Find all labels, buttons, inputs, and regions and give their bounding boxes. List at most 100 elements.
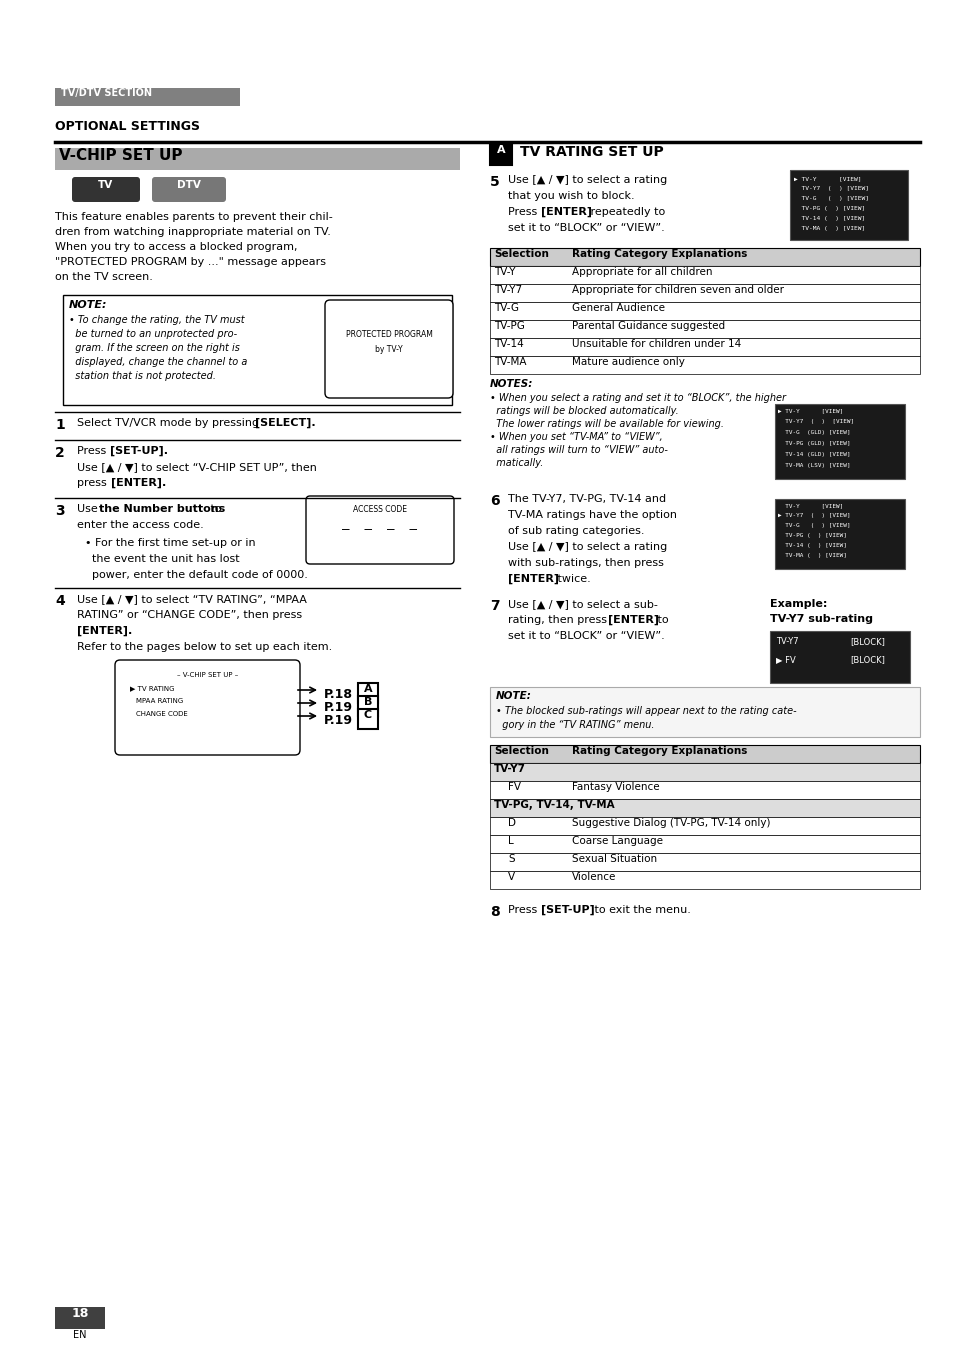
Text: PROTECTED PROGRAM: PROTECTED PROGRAM (345, 330, 432, 339)
Text: TV-14 (  ) [VIEW]: TV-14 ( ) [VIEW] (778, 543, 846, 549)
Text: C: C (363, 711, 372, 720)
Text: 5: 5 (490, 176, 499, 189)
Text: OPTIONAL SETTINGS: OPTIONAL SETTINGS (55, 120, 200, 132)
Text: [ENTER]: [ENTER] (607, 615, 659, 626)
FancyBboxPatch shape (490, 744, 919, 763)
Text: TV-G   (  ) [VIEW]: TV-G ( ) [VIEW] (778, 523, 850, 528)
Text: Parental Guidance suggested: Parental Guidance suggested (572, 322, 724, 331)
FancyBboxPatch shape (490, 798, 919, 817)
Text: 3: 3 (55, 504, 65, 517)
FancyBboxPatch shape (490, 338, 919, 357)
FancyBboxPatch shape (490, 781, 919, 798)
Text: [ENTER]: [ENTER] (507, 574, 558, 584)
FancyBboxPatch shape (325, 300, 453, 399)
FancyBboxPatch shape (490, 249, 919, 266)
Text: Suggestive Dialog (TV-PG, TV-14 only): Suggestive Dialog (TV-PG, TV-14 only) (572, 817, 770, 828)
Text: TV-PG: TV-PG (494, 322, 524, 331)
Text: Use: Use (77, 504, 101, 513)
Text: TV-Y: TV-Y (494, 267, 515, 277)
Text: TV-Y7 sub-rating: TV-Y7 sub-rating (769, 613, 872, 624)
Text: Press: Press (507, 207, 540, 218)
Text: set it to “BLOCK” or “VIEW”.: set it to “BLOCK” or “VIEW”. (507, 631, 664, 640)
Text: ▶ FV: ▶ FV (775, 655, 795, 663)
FancyBboxPatch shape (55, 1306, 105, 1329)
Text: TV-MA: TV-MA (494, 357, 526, 367)
Text: Selection: Selection (494, 249, 548, 259)
Text: enter the access code.: enter the access code. (77, 520, 204, 530)
Text: twice.: twice. (554, 574, 590, 584)
FancyBboxPatch shape (490, 852, 919, 871)
Text: TV-Y7: TV-Y7 (494, 285, 521, 295)
Text: TV-14 (  ) [VIEW]: TV-14 ( ) [VIEW] (793, 216, 864, 222)
Text: B: B (363, 697, 372, 707)
FancyBboxPatch shape (490, 266, 919, 284)
Text: S: S (507, 854, 514, 865)
Text: A: A (497, 145, 505, 155)
Text: ▶ TV-Y      [VIEW]: ▶ TV-Y [VIEW] (793, 176, 861, 181)
Text: Unsuitable for children under 14: Unsuitable for children under 14 (572, 339, 740, 349)
Text: V-CHIP SET UP: V-CHIP SET UP (59, 149, 182, 163)
FancyBboxPatch shape (357, 696, 377, 716)
Text: Use [▲ / ▼] to select “V-CHIP SET UP”, then: Use [▲ / ▼] to select “V-CHIP SET UP”, t… (77, 462, 316, 471)
Text: to: to (654, 615, 668, 626)
Text: • The blocked sub-ratings will appear next to the rating cate-: • The blocked sub-ratings will appear ne… (496, 707, 796, 716)
FancyBboxPatch shape (63, 295, 452, 405)
Text: DTV: DTV (177, 180, 201, 190)
Text: P.19: P.19 (324, 701, 353, 713)
Text: Refer to the pages below to set up each item.: Refer to the pages below to set up each … (77, 642, 332, 653)
Text: 1: 1 (55, 417, 65, 432)
Text: dren from watching inappropriate material on TV.: dren from watching inappropriate materia… (55, 227, 331, 236)
Text: • For the first time set-up or in: • For the first time set-up or in (85, 538, 255, 549)
FancyBboxPatch shape (55, 88, 240, 105)
Text: • When you set “TV-MA” to “VIEW”,: • When you set “TV-MA” to “VIEW”, (490, 432, 662, 442)
Text: This feature enables parents to prevent their chil-: This feature enables parents to prevent … (55, 212, 333, 222)
Text: CHANGE CODE: CHANGE CODE (136, 711, 188, 717)
Text: of sub rating categories.: of sub rating categories. (507, 526, 644, 536)
Text: rating, then press: rating, then press (507, 615, 610, 626)
FancyBboxPatch shape (490, 357, 919, 374)
Text: Use [▲ / ▼] to select “TV RATING”, “MPAA: Use [▲ / ▼] to select “TV RATING”, “MPAA (77, 594, 307, 604)
Text: NOTES:: NOTES: (490, 380, 533, 389)
Text: EN: EN (73, 1329, 87, 1340)
Text: TV RATING SET UP: TV RATING SET UP (519, 145, 663, 159)
Text: Example:: Example: (769, 598, 826, 609)
Text: TV-MA (  ) [VIEW]: TV-MA ( ) [VIEW] (793, 226, 864, 231)
FancyBboxPatch shape (306, 496, 454, 563)
Text: Violence: Violence (572, 871, 616, 882)
Text: • To change the rating, the TV must: • To change the rating, the TV must (69, 315, 244, 326)
Text: TV-PG (  ) [VIEW]: TV-PG ( ) [VIEW] (793, 205, 864, 211)
FancyBboxPatch shape (490, 763, 919, 781)
Text: TV-MA (LSV) [VIEW]: TV-MA (LSV) [VIEW] (778, 463, 850, 467)
Text: matically.: matically. (490, 458, 543, 467)
FancyBboxPatch shape (357, 709, 377, 730)
FancyBboxPatch shape (357, 684, 377, 703)
Text: by TV-Y: by TV-Y (375, 345, 402, 354)
Text: ▶ TV-Y      [VIEW]: ▶ TV-Y [VIEW] (778, 408, 842, 413)
FancyBboxPatch shape (55, 149, 459, 170)
Text: The lower ratings will be available for viewing.: The lower ratings will be available for … (490, 419, 723, 430)
Text: TV-Y7: TV-Y7 (494, 765, 525, 774)
Text: TV-PG (GLD) [VIEW]: TV-PG (GLD) [VIEW] (778, 440, 850, 446)
Text: Rating Category Explanations: Rating Category Explanations (572, 746, 746, 757)
Text: [ENTER].: [ENTER]. (111, 478, 166, 488)
Text: Rating Category Explanations: Rating Category Explanations (572, 249, 746, 259)
Text: with sub-ratings, then press: with sub-ratings, then press (507, 558, 663, 567)
Text: to exit the menu.: to exit the menu. (590, 905, 690, 915)
FancyBboxPatch shape (490, 320, 919, 338)
Text: NOTE:: NOTE: (496, 690, 532, 701)
Text: power, enter the default code of 0000.: power, enter the default code of 0000. (85, 570, 308, 580)
Text: TV-Y7  (  ) [VIEW]: TV-Y7 ( ) [VIEW] (793, 186, 868, 190)
Text: TV: TV (98, 180, 113, 190)
Text: TV/DTV SECTION: TV/DTV SECTION (61, 88, 152, 99)
Text: [ENTER].: [ENTER]. (77, 626, 132, 636)
FancyBboxPatch shape (774, 499, 904, 569)
Text: the Number buttons: the Number buttons (99, 504, 225, 513)
Text: [BLOCK]: [BLOCK] (849, 638, 884, 646)
Text: Appropriate for children seven and older: Appropriate for children seven and older (572, 285, 783, 295)
Text: MPAA RATING: MPAA RATING (136, 698, 183, 704)
Text: Use [▲ / ▼] to select a sub-: Use [▲ / ▼] to select a sub- (507, 598, 658, 609)
Text: Appropriate for all children: Appropriate for all children (572, 267, 712, 277)
Text: TV-14 (GLD) [VIEW]: TV-14 (GLD) [VIEW] (778, 453, 850, 457)
Text: [SET-UP]: [SET-UP] (540, 905, 594, 915)
Text: A: A (363, 684, 372, 694)
